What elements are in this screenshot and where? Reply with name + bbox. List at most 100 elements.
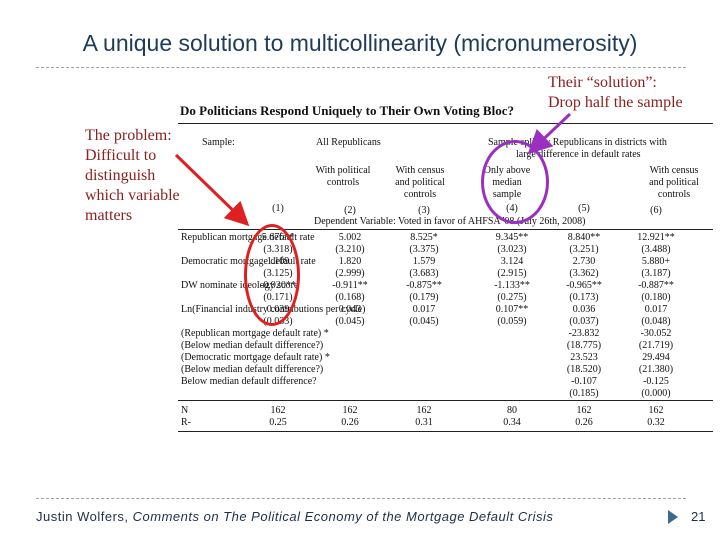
- table-cell: (0.037): [569, 316, 599, 327]
- table-cell: 1.820: [338, 256, 362, 267]
- table-cell: (0.179): [409, 292, 439, 303]
- stat-cell: 162: [416, 405, 432, 416]
- footer: Justin Wolfers, Comments on The Politica…: [36, 509, 553, 524]
- table-cell: (0.000): [641, 388, 671, 399]
- stat-cell: 162: [576, 405, 592, 416]
- annotation-line: matters: [85, 207, 133, 224]
- col-number: (6): [650, 205, 662, 216]
- table-cell: (0.168): [335, 292, 365, 303]
- annotation-line: The problem:: [85, 127, 172, 144]
- table-cell: (0.048): [641, 316, 671, 327]
- table-stats-rule: [178, 400, 713, 401]
- table-cell: 0.107**: [495, 304, 529, 315]
- slide-title: A unique solution to multicollinearity (…: [82, 30, 638, 56]
- table-cell: -0.965**: [566, 280, 602, 291]
- table-cell: -0.875**: [406, 280, 442, 291]
- table-cell: (18.520): [566, 364, 602, 375]
- row-label: (Republican mortgage default rate) *: [181, 328, 329, 339]
- table-cell: (0.059): [497, 316, 527, 327]
- table-cell: 23.523: [570, 352, 598, 363]
- table-cell: (0.180): [641, 292, 671, 303]
- table-cell: 5.002: [338, 232, 362, 243]
- col-number: (3): [418, 205, 430, 216]
- table-cell: (3.023): [497, 244, 527, 255]
- next-arrow-icon: [668, 510, 678, 524]
- table-cell: 1.579: [412, 256, 436, 267]
- table-cell: 9.345**: [495, 232, 529, 243]
- table-bottom-rule: [178, 431, 713, 432]
- table-header-rule: [178, 229, 713, 230]
- table-cell: -30.052: [640, 328, 672, 339]
- stat-cell: 0.32: [647, 417, 665, 428]
- table-cell: (2.999): [335, 268, 365, 279]
- stat-label: N: [181, 405, 189, 416]
- dependent-variable-label: Dependent Variable: Voted in favor of AH…: [314, 216, 586, 227]
- split-header-1: Sample split by Republicans in districts…: [488, 137, 667, 148]
- split-header-2: large difference in default rates: [516, 149, 641, 160]
- table-cell: (3.488): [641, 244, 671, 255]
- table-cell: 8.525*: [410, 232, 438, 243]
- col-subhead-2: With political controls: [315, 165, 371, 188]
- stat-cell: 162: [648, 405, 664, 416]
- stat-cell: 162: [270, 405, 286, 416]
- table-cell: 5.880+: [641, 256, 671, 267]
- annotation-line: Their “solution”:: [548, 74, 657, 91]
- row-label: (Below median default difference?): [181, 364, 324, 375]
- col-number: (2): [344, 205, 356, 216]
- row-label: DW nominate ideology score: [181, 280, 299, 291]
- table-cell: 0.017: [644, 304, 668, 315]
- highlight-circle-purple: [481, 140, 549, 224]
- stat-cell: 80: [507, 405, 517, 416]
- table-title: Do Politicians Respond Uniquely to Their…: [180, 103, 514, 118]
- table-cell: (0.275): [497, 292, 527, 303]
- table-cell: (18.775): [566, 340, 602, 351]
- table-cell: -23.832: [568, 328, 600, 339]
- stat-cell: 0.31: [415, 417, 433, 428]
- purple-arrow: [527, 112, 572, 155]
- table-cell: (0.185): [569, 388, 599, 399]
- col-number: (1): [272, 203, 284, 214]
- table-cell: (2.915): [497, 268, 527, 279]
- title-divider: [36, 67, 686, 68]
- table-cell: 8.840**: [567, 232, 601, 243]
- solution-annotation: Their “solution”: Drop half the sample: [548, 73, 683, 113]
- stat-cell: 162: [342, 405, 358, 416]
- red-arrow: [174, 153, 250, 227]
- table-cell: -0.107: [571, 376, 597, 387]
- all-republicans-header: All Republicans: [316, 137, 381, 148]
- table-cell: (0.173): [569, 292, 599, 303]
- table-cell: (3.251): [569, 244, 599, 255]
- table-cell: (0.045): [409, 316, 439, 327]
- annotation-line: Difficult to: [85, 147, 157, 164]
- row-label: Below median default difference?: [181, 376, 317, 387]
- footer-author: Justin Wolfers,: [36, 509, 133, 524]
- col-subhead-6: With census and political controls: [649, 165, 699, 200]
- table-cell: -0.887**: [638, 280, 674, 291]
- table-cell: (3.362): [569, 268, 599, 279]
- table-cell: -0.125: [643, 376, 669, 387]
- stat-label: R-: [181, 417, 191, 428]
- col-subhead-3: With census and political controls: [395, 165, 445, 200]
- table-cell: (3.683): [409, 268, 439, 279]
- table-cell: (3.210): [335, 244, 365, 255]
- footer-divider: [36, 498, 686, 499]
- stat-cell: 0.25: [269, 417, 287, 428]
- row-label: (Democratic mortgage default rate) *: [181, 352, 330, 363]
- stat-cell: 0.26: [575, 417, 593, 428]
- annotation-line: which variable: [85, 187, 180, 204]
- stat-cell: 0.34: [503, 417, 521, 428]
- col-number: (5): [578, 203, 590, 214]
- annotation-line: distinguish: [85, 167, 156, 184]
- table-cell: 29.494: [642, 352, 670, 363]
- table-cell: 3.124: [500, 256, 524, 267]
- sample-label: Sample:: [202, 137, 235, 148]
- table-cell: (3.187): [641, 268, 671, 279]
- table-cell: 0.043: [338, 304, 362, 315]
- table-cell: 12.921**: [637, 232, 675, 243]
- problem-annotation: The problem: Difficult to distinguish wh…: [85, 126, 180, 226]
- table-cell: -1.133**: [494, 280, 530, 291]
- footer-title: Comments on The Political Economy of the…: [132, 509, 554, 524]
- table-cell: (3.375): [409, 244, 439, 255]
- table-cell: (21.380): [638, 364, 674, 375]
